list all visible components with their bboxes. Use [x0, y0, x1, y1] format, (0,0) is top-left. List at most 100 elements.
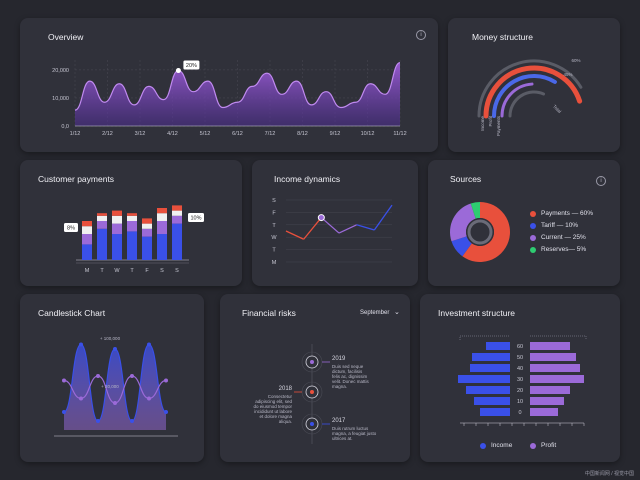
- y-tick-label: 10,000: [52, 96, 69, 102]
- stacked-bar-segment: [127, 231, 137, 260]
- money-ring-3: [477, 59, 583, 118]
- timeline-text: velit. Donec mattis: [332, 379, 370, 384]
- money-structure-chart: 60% 45% Income Profit Payments Total: [477, 58, 583, 136]
- timeline-text: aliqua.: [279, 419, 292, 424]
- info-icon[interactable]: i: [416, 30, 426, 40]
- profit-bar: [530, 397, 564, 405]
- profit-bar: [530, 342, 570, 350]
- x-tick-label: T: [100, 268, 104, 274]
- x-tick-label: 7/12: [265, 131, 276, 137]
- timeline-text: ultrices at.: [332, 436, 353, 441]
- profit-bar: [530, 408, 558, 416]
- callout-label-left: 8%: [67, 226, 75, 232]
- x-tick-label: 11/12: [393, 131, 406, 137]
- income-line-segment: [303, 217, 322, 240]
- stacked-bar-segment: [97, 221, 107, 229]
- financial-risks-title: Financial risks: [242, 308, 296, 318]
- stacked-bar-segment: [172, 205, 182, 211]
- investment-structure-title: Investment structure: [438, 308, 516, 318]
- money-category-label: Profit: [488, 115, 493, 126]
- timeline-text: felis ac, dignissim: [332, 374, 368, 379]
- x-tick-label: W: [114, 268, 120, 274]
- x-tick-label: 1/12: [70, 131, 81, 137]
- y-tick-label: 60: [517, 344, 523, 350]
- money-structure-title: Money structure: [472, 32, 533, 42]
- profit-bar: [530, 375, 584, 383]
- stacked-bar-segment: [112, 223, 122, 234]
- candle-point: [113, 401, 117, 405]
- timeline-text: dictum, facilisis: [332, 369, 363, 374]
- money-value-label: 60%: [571, 58, 580, 63]
- timeline-text: adipiscing elit, sed: [255, 399, 292, 404]
- income-bar: [486, 342, 510, 350]
- customer-payments-title: Customer payments: [38, 174, 115, 184]
- legend-payments: Payments — 60%: [530, 210, 593, 217]
- stacked-bar-segment: [172, 215, 182, 224]
- donut-slice-payments: [462, 202, 510, 262]
- month-dropdown[interactable]: September ⌄: [360, 308, 400, 316]
- y-tick-label: 20,000: [52, 68, 69, 74]
- income-bar: [466, 386, 510, 394]
- legend-reserves: Reserves— 5%: [530, 246, 586, 253]
- callout-box-right: [188, 213, 204, 222]
- legend-current: Current — 25%: [530, 234, 586, 241]
- timeline-text: Consectetur: [268, 394, 293, 399]
- legend-profit: Profit: [530, 442, 556, 449]
- candle-point: [96, 374, 100, 378]
- candle-area: [64, 344, 166, 430]
- overview-highlight-point: [175, 68, 181, 74]
- candle-point: [164, 378, 168, 383]
- stacked-bar-segment: [157, 221, 167, 234]
- stacked-bar-segment: [82, 226, 92, 234]
- stacked-bar-segment: [157, 234, 167, 260]
- timeline-text: Duis rutrum luctus: [332, 426, 369, 431]
- stacked-bar-segment: [112, 210, 122, 216]
- stacked-bar-segment: [142, 228, 152, 237]
- donut-slice-current: [450, 203, 476, 242]
- timeline-year: 2017: [332, 418, 346, 424]
- income-bar: [480, 408, 510, 416]
- stacked-bar-segment: [127, 221, 137, 232]
- candle-point: [96, 419, 100, 423]
- stacked-bar-segment: [142, 223, 152, 229]
- watermark: 中国新闻网 / 视觉中国: [584, 471, 634, 477]
- candlestick-title: Candlestick Chart: [38, 308, 106, 318]
- income-line-segment: [320, 217, 340, 234]
- timeline-node-dot: [310, 390, 314, 394]
- overview-line: [74, 62, 401, 111]
- candle-point: [130, 419, 134, 423]
- income-highlight-point: [317, 214, 325, 222]
- y-tick-label: T: [272, 223, 276, 229]
- candle-top-label: + 100,000: [100, 336, 121, 341]
- donut-slice-reserves: [470, 202, 480, 219]
- timeline-text: et dolore magna: [259, 414, 292, 419]
- y-tick-label: T: [272, 248, 276, 254]
- x-tick-label: S: [160, 268, 164, 274]
- candle-point: [62, 410, 66, 414]
- y-tick-label: S: [272, 198, 276, 204]
- investment-structure-chart: 60 50 40 30 20 10 0: [458, 335, 587, 426]
- income-bar: [472, 353, 510, 361]
- money-ring-1: [492, 74, 557, 118]
- x-tick-label: 2/12: [102, 131, 113, 137]
- y-tick-label: 0,0: [61, 124, 69, 130]
- income-bar: [470, 364, 510, 372]
- investment-structure-card: Investment structure 60 50 40 30 20 10 0 Incom…: [420, 294, 620, 462]
- overview-area: [75, 62, 400, 126]
- x-tick-label: F: [145, 268, 149, 274]
- info-icon[interactable]: i: [596, 176, 606, 186]
- stacked-bar-segment: [172, 210, 182, 216]
- sources-title: Sources: [450, 174, 482, 184]
- overview-callout-label: 20%: [186, 63, 197, 69]
- money-category-label: Total: [552, 104, 562, 114]
- callout-label-right: 10%: [190, 216, 201, 222]
- x-tick-label: 3/12: [135, 131, 146, 137]
- candle-point: [113, 347, 117, 351]
- stacked-bar-segment: [172, 223, 182, 260]
- income-line-segment: [356, 224, 375, 231]
- timeline-node-dot: [310, 360, 314, 364]
- income-dynamics-title: Income dynamics: [274, 174, 341, 184]
- timeline-text: magna.: [332, 384, 347, 389]
- income-line-segment: [373, 204, 393, 231]
